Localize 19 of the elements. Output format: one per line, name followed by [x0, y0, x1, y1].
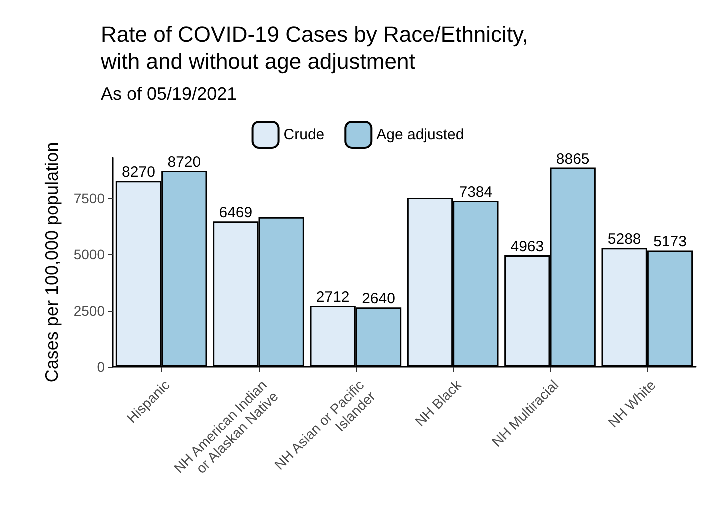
y-tick-label: 0 — [97, 359, 106, 375]
y-tick-label: 5000 — [74, 246, 106, 263]
data-label: 8270 — [122, 164, 156, 182]
data-label: 5288 — [608, 231, 642, 248]
legend-label: Age adjusted — [376, 126, 464, 144]
data-label: 2712 — [316, 289, 350, 306]
chart-title: Rate of COVID-19 Cases by Race/Ethnicity, with and without age adjustment — [100, 22, 529, 74]
data-label: 6469 — [219, 204, 253, 222]
y-axis-title: Cases per 100,000 population — [42, 142, 62, 383]
data-label: 4963 — [510, 238, 544, 256]
data-label: 2640 — [362, 290, 396, 308]
data-label: 7384 — [459, 184, 493, 202]
y-tick-label: 7500 — [74, 190, 106, 206]
y-tick-label: 2500 — [74, 302, 106, 319]
chart-subtitle: As of 05/19/2021 — [101, 84, 238, 104]
data-label: 5173 — [654, 234, 687, 251]
legend-label: Crude — [284, 126, 325, 144]
data-label: 8865 — [556, 150, 590, 168]
data-label: 8720 — [168, 154, 202, 172]
